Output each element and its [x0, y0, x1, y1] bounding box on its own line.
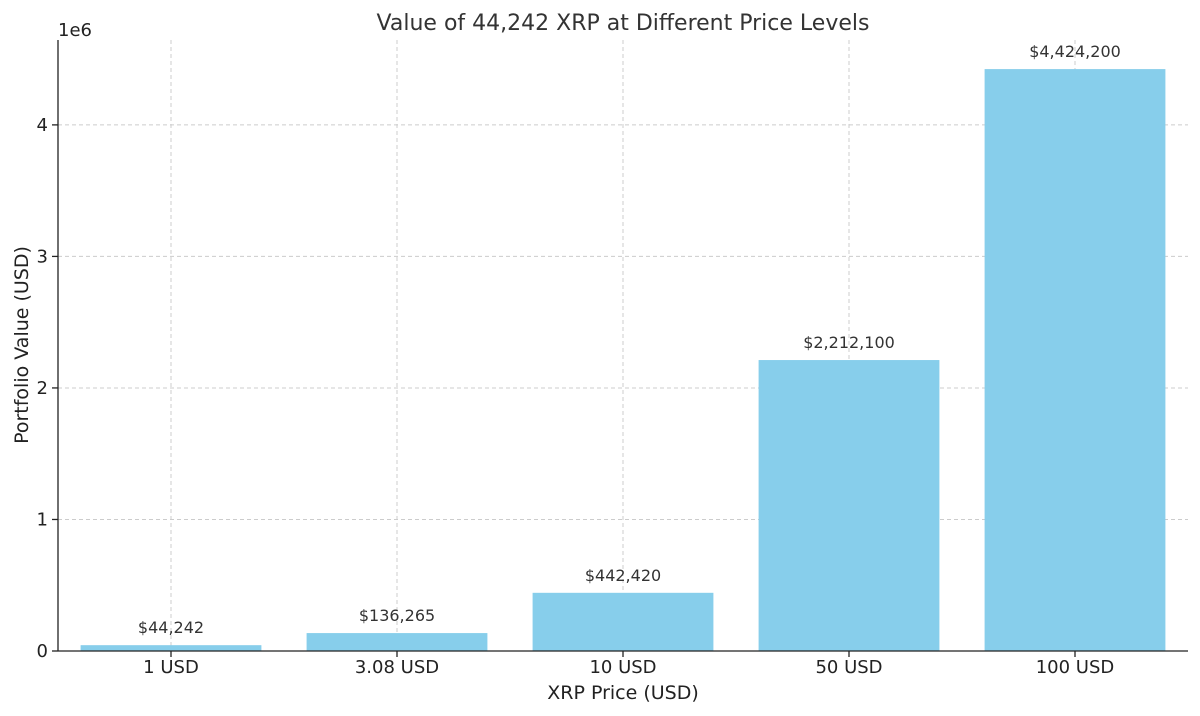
bars [80, 69, 1166, 652]
x-tick-label: 100 USD [1036, 657, 1115, 678]
bar [984, 69, 1166, 652]
bar [758, 360, 940, 651]
x-tick-label: 10 USD [589, 657, 656, 678]
y-tick-label: 1 [37, 509, 48, 530]
x-tick-label: 3.08 USD [355, 657, 439, 678]
data-labels: $44,242 $136,265 $442,420 $2,212,100 $4,424,… [138, 42, 1121, 637]
bar-value-label: $4,424,200 [1029, 42, 1121, 61]
y-axis-ticks: 0 1 2 3 4 [37, 115, 58, 662]
y-tick-label: 3 [37, 246, 48, 267]
bar-value-label: $136,265 [359, 606, 435, 625]
y-axis-label: Portfolio Value (USD) [11, 246, 33, 444]
y-axis-scale-label: 1e6 [58, 20, 92, 41]
bar-value-label: $44,242 [138, 618, 204, 637]
y-tick-label: 2 [37, 378, 48, 399]
bar [306, 633, 488, 651]
x-axis-label: XRP Price (USD) [547, 682, 699, 704]
y-tick-label: 4 [37, 115, 48, 136]
y-tick-label: 0 [37, 641, 48, 662]
chart-title: Value of 44,242 XRP at Different Price L… [377, 11, 870, 36]
bar [532, 592, 714, 651]
x-tick-label: 50 USD [815, 657, 882, 678]
bar-value-label: $442,420 [585, 566, 661, 585]
x-tick-label: 1 USD [143, 657, 199, 678]
x-axis-ticks: 1 USD 3.08 USD 10 USD 50 USD 100 USD [143, 651, 1114, 678]
bar [80, 645, 262, 651]
bar-value-label: $2,212,100 [803, 333, 895, 352]
